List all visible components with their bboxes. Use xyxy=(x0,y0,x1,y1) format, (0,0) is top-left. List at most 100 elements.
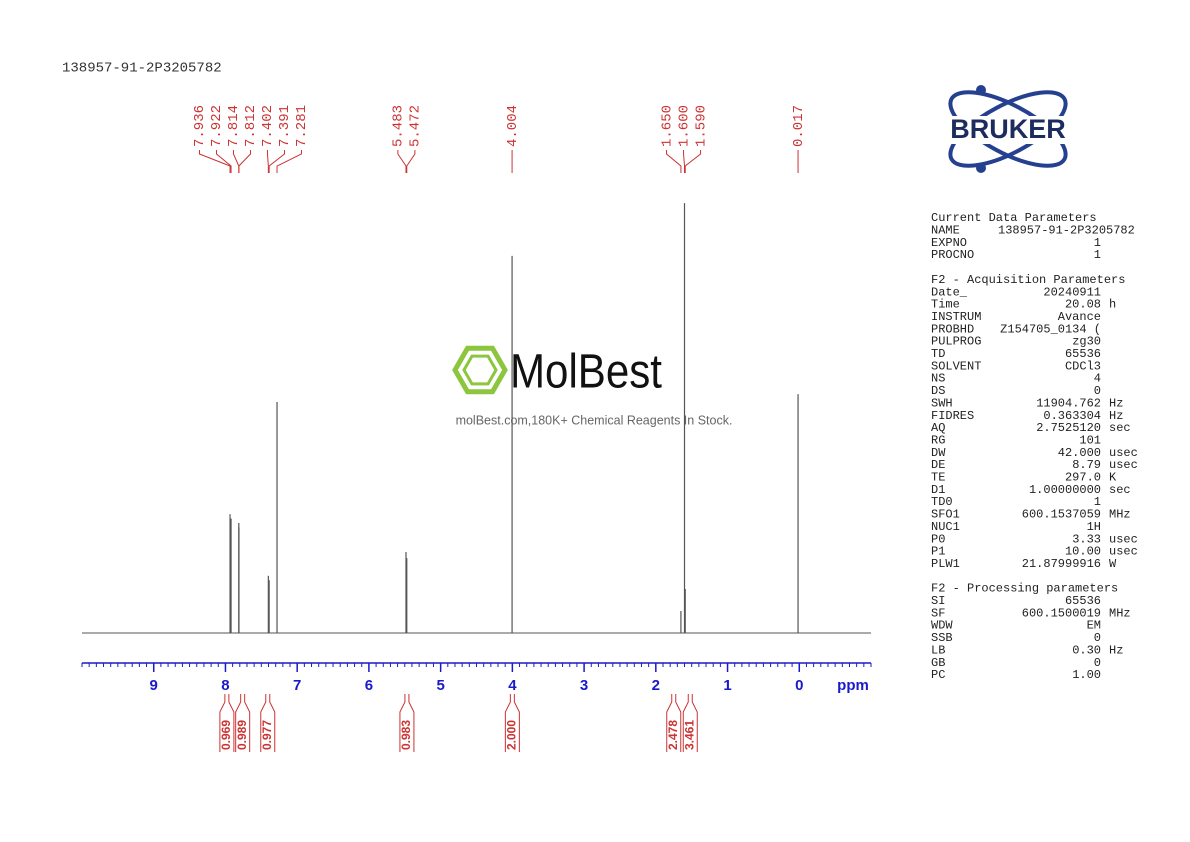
x-axis-label: ppm xyxy=(837,677,869,694)
parameter-key: DE xyxy=(931,458,945,472)
x-tick-label: 9 xyxy=(150,677,158,694)
parameter-value: 20.08 xyxy=(1065,298,1101,312)
parameter-key: FIDRES xyxy=(931,409,974,423)
x-tick-label: 6 xyxy=(365,677,373,694)
parameter-value: 0 xyxy=(1094,384,1101,398)
parameter-value: 1.00000000 xyxy=(1029,483,1101,497)
logo-orbit xyxy=(948,90,1068,168)
parameter-unit: Hz xyxy=(1109,643,1123,657)
parameter-key: PROBHD xyxy=(931,322,974,336)
parameter-unit: K xyxy=(1109,471,1117,485)
x-tick-label: 8 xyxy=(221,677,229,694)
parameter-value: 1 xyxy=(1094,495,1101,509)
watermark-icon xyxy=(452,345,508,395)
parameter-value: 10.00 xyxy=(1065,545,1101,559)
integral-bracket xyxy=(235,694,251,752)
parameter-key: EXPNO xyxy=(931,236,967,250)
parameter-value: 1.00 xyxy=(1072,668,1101,682)
parameter-group-title: Current Data Parameters xyxy=(931,211,1097,225)
x-tick-label: 7 xyxy=(293,677,301,694)
parameter-unit: usec xyxy=(1109,446,1138,460)
parameter-key: PC xyxy=(931,668,945,682)
x-tick-label: 3 xyxy=(580,677,588,694)
watermark: MolBest molBest.com,180K+ Chemical Reage… xyxy=(452,345,733,427)
parameter-key: SI xyxy=(931,594,945,608)
parameter-key: PROCNO xyxy=(931,248,974,262)
peak-label: 7.281 xyxy=(294,105,310,147)
peak-label-leader xyxy=(266,150,269,173)
integral-label: 0.969 xyxy=(219,720,233,750)
spectrum-title: 138957-91-2P3205782 xyxy=(62,61,222,77)
peak-label: 5.483 xyxy=(391,105,407,147)
bruker-logo: BRUKER xyxy=(924,85,1092,173)
parameter-unit: Hz xyxy=(1109,396,1123,410)
parameter-key: TD0 xyxy=(931,495,953,509)
parameter-key: TD xyxy=(931,347,945,361)
x-tick-label: 2 xyxy=(652,677,660,694)
x-tick-label: 5 xyxy=(436,677,444,694)
parameter-value: 0 xyxy=(1094,656,1101,670)
parameter-value: 0.363304 xyxy=(1043,409,1101,423)
peak-label: 1.600 xyxy=(676,105,692,147)
parameter-value: 297.0 xyxy=(1065,471,1101,485)
parameter-key: SFO1 xyxy=(931,508,960,522)
peak-label: 7.922 xyxy=(209,105,225,147)
peak-label-leader xyxy=(198,150,231,173)
parameter-value: 8.79 xyxy=(1072,458,1101,472)
parameter-key: SSB xyxy=(931,631,953,645)
integral-label: 2.000 xyxy=(505,720,519,750)
parameter-group-title: F2 - Processing parameters xyxy=(931,582,1118,596)
parameter-key: P1 xyxy=(931,545,945,559)
parameter-value: 1 xyxy=(1094,236,1101,250)
peak-label: 7.812 xyxy=(243,105,259,147)
integral-label: 3.461 xyxy=(682,720,696,750)
parameter-value: 0.30 xyxy=(1072,643,1101,657)
peak-label: 1.590 xyxy=(693,105,709,147)
parameter-key: LB xyxy=(931,643,945,657)
parameter-unit: usec xyxy=(1109,532,1138,546)
parameter-key: DW xyxy=(931,446,946,460)
peak-label-leader xyxy=(683,150,686,173)
parameter-key: NAME xyxy=(931,224,960,238)
parameter-value: 1H xyxy=(1087,520,1101,534)
parameter-value: 600.1500019 xyxy=(1022,606,1101,620)
parameter-value: Z154705_0134 ( xyxy=(1000,322,1101,336)
parameter-key: GB xyxy=(931,656,945,670)
parameter-unit: sec xyxy=(1109,421,1131,435)
logo-dot xyxy=(976,163,986,173)
parameter-value: 138957-91-2P3205782 xyxy=(998,224,1135,238)
logo-orbit xyxy=(948,90,1068,168)
integral-label: 0.977 xyxy=(260,720,274,750)
parameter-value: 21.87999916 xyxy=(1022,557,1101,571)
integral-bracket xyxy=(260,694,276,752)
parameter-value: CDCl3 xyxy=(1065,359,1101,373)
parameter-value: 101 xyxy=(1079,433,1101,447)
x-tick-label: 0 xyxy=(795,677,803,694)
peak-label-leader xyxy=(238,150,251,173)
peak-label-leader xyxy=(276,150,302,173)
parameter-key: PLW1 xyxy=(931,557,960,571)
x-tick-label: 4 xyxy=(508,677,517,694)
parameter-value: 0 xyxy=(1094,631,1101,645)
parameter-unit: usec xyxy=(1109,458,1138,472)
parameter-key: NUC1 xyxy=(931,520,960,534)
parameter-unit: MHz xyxy=(1109,606,1131,620)
peak-label-leader xyxy=(215,150,232,173)
peak-label-leader xyxy=(684,150,702,173)
parameter-key: D1 xyxy=(931,483,945,497)
peak-label: 0.017 xyxy=(791,105,807,147)
watermark-icon xyxy=(462,354,498,386)
parameter-value: 20240911 xyxy=(1043,285,1101,299)
watermark-tagline: molBest.com,180K+ Chemical Reagents In S… xyxy=(456,413,733,427)
parameter-value: 11904.762 xyxy=(1036,396,1101,410)
parameter-key: DS xyxy=(931,384,945,398)
integral-bracket xyxy=(682,694,698,752)
watermark-brand: MolBest xyxy=(510,346,662,399)
peak-label-leader xyxy=(397,150,407,173)
parameter-value: 1 xyxy=(1094,248,1101,262)
parameter-value: zg30 xyxy=(1072,335,1101,349)
parameter-unit: MHz xyxy=(1109,508,1131,522)
parameter-key: TE xyxy=(931,471,945,485)
parameter-key: Date_ xyxy=(931,285,968,299)
